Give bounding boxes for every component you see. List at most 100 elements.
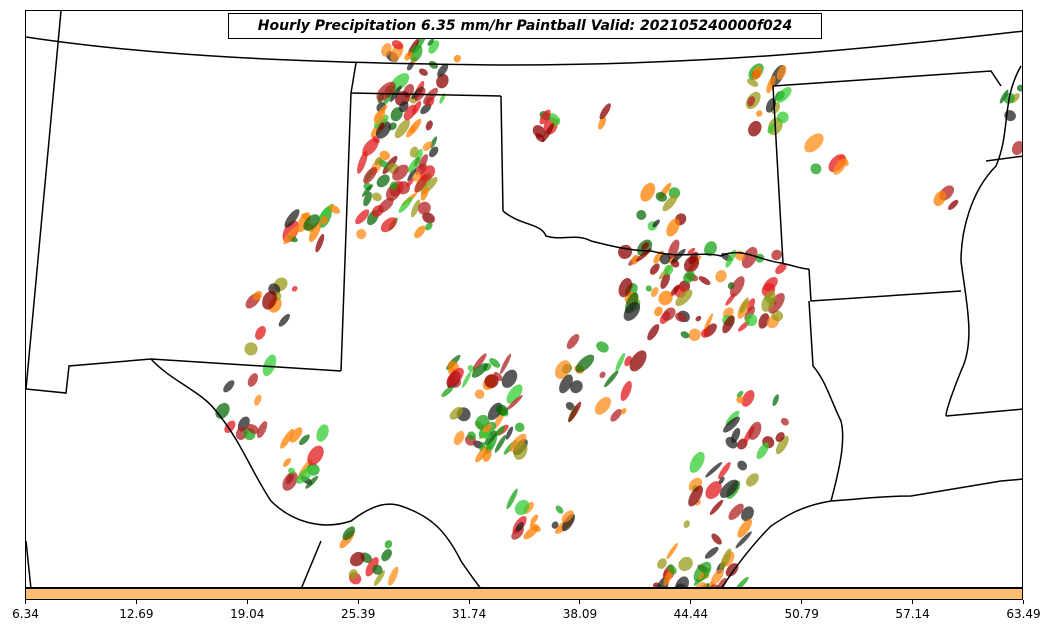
precip-blob [756,110,763,117]
precip-blob [495,404,509,416]
precip-blob [513,441,528,460]
precip-blob [598,116,607,130]
precip-blob [384,540,393,549]
precip-blob [771,249,782,261]
precip-blob [604,370,619,388]
precip-blob [404,51,413,61]
precip-blob [649,263,660,275]
precip-blob [462,371,472,388]
border-ut-co [26,11,62,390]
border-ks-mo [772,70,1002,87]
border-nm-north [350,92,502,97]
precip-blob [446,367,464,387]
colorbar-tick-label: 12.69 [119,607,154,621]
precip-blob [296,212,311,233]
precip-blob [683,520,690,528]
border-nm-az-south [26,358,152,394]
border-nm-tx-south [150,358,342,372]
precip-blob [390,107,403,122]
precip-blob [391,40,404,50]
precip-blob [284,209,300,228]
border-co-ks [350,62,357,94]
colorbar-tick-label: 6.34 [12,607,39,621]
precip-blob [620,381,632,401]
map-canvas [26,11,1022,587]
precip-blob [474,389,485,399]
precip-blob [662,194,678,212]
precip-blob [736,396,745,404]
border-ok-east [772,85,784,264]
precip-blob [747,96,755,107]
precip-blob [376,174,390,188]
precip-blob [437,63,449,77]
precip-blob [688,328,701,342]
precip-blob [499,353,512,375]
precip-blob [406,118,422,138]
precip-blob [772,394,779,406]
precip-blob [561,513,576,532]
precip-blob [329,204,341,214]
precip-blob [748,421,762,440]
precip-blob [475,446,489,463]
precip-blob [506,488,518,510]
precip-blob [256,421,268,439]
precip-blob [568,401,582,423]
precip-blob [744,313,758,327]
precip-blob [640,182,656,202]
texas-gulf-coast [721,500,832,587]
precip-blob [763,276,778,292]
precip-blob [253,290,263,301]
precip-blob [629,350,647,372]
precip-blob [948,199,959,210]
precip-blob [776,87,792,103]
precip-blob [406,177,415,188]
rio-grande [150,358,481,587]
map-title: Hourly Precipitation 6.35 mm/hr Paintbal… [228,13,822,39]
precip-blob [709,584,722,587]
precip-blob [610,408,622,422]
precip-blob [425,120,433,131]
precip-blob [575,354,595,373]
precip-blob [555,360,571,379]
precip-blob [698,276,711,286]
precip-blob [278,313,290,327]
precip-blob [758,313,770,329]
precip-blob [776,65,787,80]
precip-blob [379,150,391,161]
colorbar-tick-label: 38.09 [562,607,598,621]
precip-blob [472,353,487,371]
precip-blob [429,146,439,158]
precip-blob [722,315,735,334]
precip-blob [422,141,433,152]
precip-blob [548,113,561,126]
precip-blob [378,159,390,169]
colorbar-tick [912,600,914,604]
precip-blob [514,499,530,516]
colorbar-tick [1023,600,1024,604]
precip-blob [480,430,491,439]
precip-blob [675,312,687,322]
precip-blob [355,209,370,225]
precip-blob [373,109,386,124]
precip-blob [735,576,749,587]
precip-blob [596,341,609,353]
precip-blob [385,184,401,201]
precip-blob [262,354,277,377]
precip-blob [377,197,394,213]
precip-blob [392,164,409,181]
precip-blob [254,394,262,406]
precip-blob [414,225,426,239]
precip-blob [999,89,1009,104]
precip-blob [246,423,259,434]
precip-blob [381,43,392,57]
precip-blob [739,297,749,314]
precip-blob [506,384,523,404]
border-mx [301,540,322,587]
precip-blob [652,219,660,228]
precip-blob [675,289,693,307]
precip-blob [683,271,695,283]
precip-blob [655,192,667,202]
precip-blob [1011,140,1022,156]
precip-blob [378,122,385,131]
colorbar-tick-label: 57.14 [895,607,930,621]
